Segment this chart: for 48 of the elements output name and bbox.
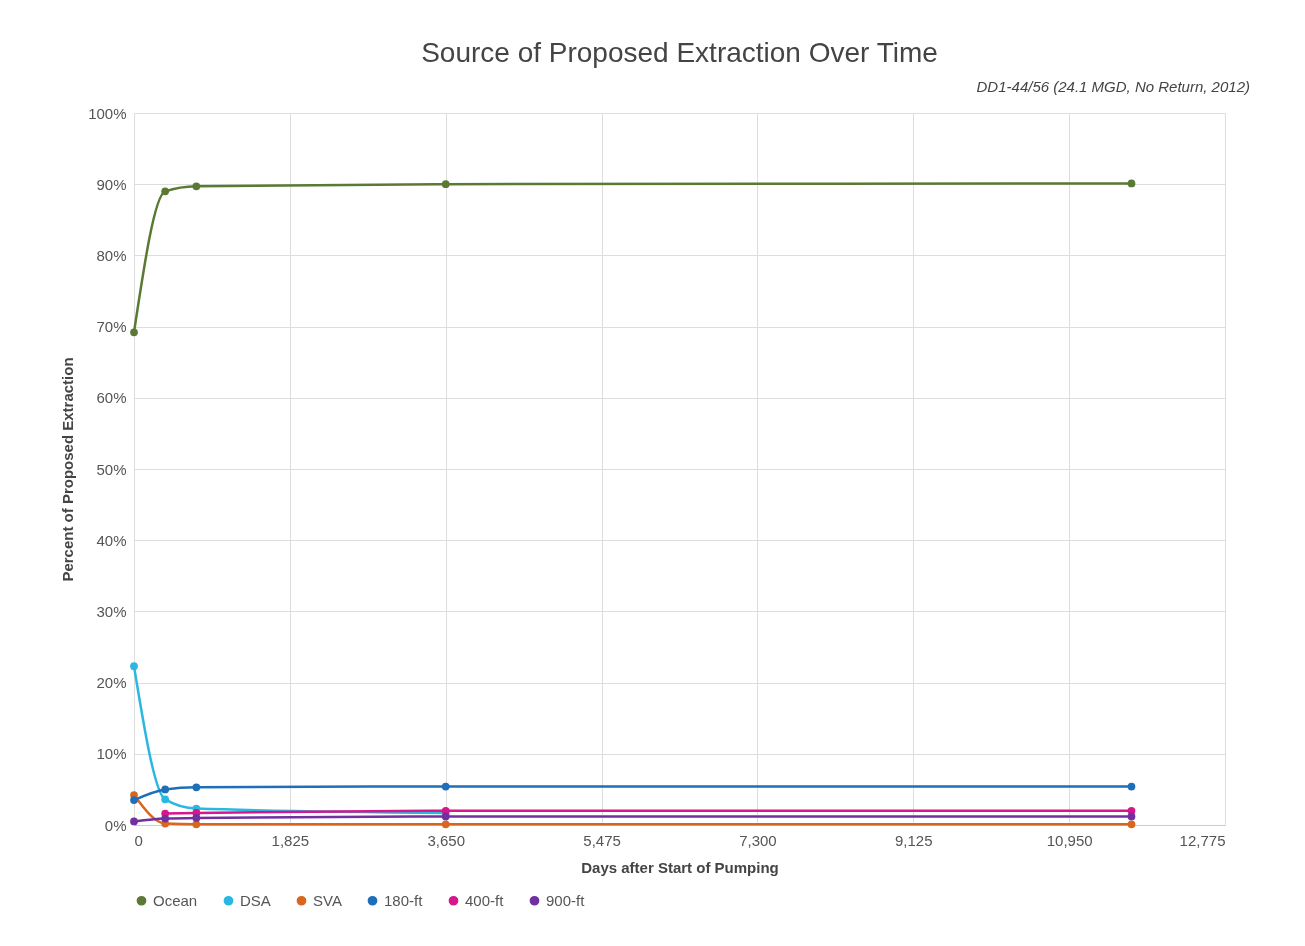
x-tick-label: 0 — [134, 831, 143, 849]
point — [1127, 782, 1136, 791]
point — [130, 796, 138, 804]
y-tick-label: 70% — [96, 318, 127, 336]
point — [161, 795, 170, 804]
legend-label: 180-ft — [384, 891, 424, 909]
point — [441, 820, 450, 829]
y-tick-label: 30% — [96, 602, 127, 620]
y-tick-label: 80% — [96, 246, 127, 264]
y-tick-label: 50% — [96, 460, 127, 478]
y-tick-label: 0% — [104, 816, 127, 834]
y-tick-label: 20% — [96, 674, 127, 692]
legend-label: DSA — [240, 891, 271, 909]
point — [192, 814, 201, 822]
point — [130, 328, 138, 337]
x-tick-label: 3,650 — [427, 831, 465, 849]
point — [1127, 179, 1136, 188]
chart-title: Source of Proposed Extraction Over Time — [421, 37, 938, 68]
legend-label: 400-ft — [465, 891, 505, 909]
point — [161, 187, 170, 196]
x-tick-label: 5,475 — [583, 831, 621, 849]
legend-label: SVA — [313, 891, 342, 909]
x-axis-title: Days after Start of Pumping — [581, 858, 779, 876]
point — [161, 814, 170, 823]
legend-label: 900-ft — [546, 891, 586, 909]
point — [192, 783, 201, 792]
x-tick-label: 1,825 — [271, 831, 310, 849]
point — [441, 812, 450, 821]
y-tick-label: 100% — [88, 104, 127, 122]
point — [441, 782, 450, 791]
y-tick-label: 40% — [96, 531, 127, 549]
y-tick-label: 10% — [96, 745, 127, 763]
x-tick-label: 12,775 — [1179, 831, 1226, 849]
y-tick-label: 90% — [96, 175, 127, 193]
point — [1127, 820, 1136, 829]
legend-label: Ocean — [153, 891, 198, 909]
point — [192, 182, 201, 191]
point — [130, 662, 138, 671]
y-axis-title: Percent of Proposed Extraction — [59, 357, 77, 582]
point — [130, 817, 138, 826]
x-tick-label: 7,300 — [739, 831, 777, 849]
point — [1127, 812, 1136, 821]
y-tick-label: 60% — [96, 389, 127, 407]
x-tick-label: 9,125 — [895, 831, 933, 849]
chart-subtitle: DD1-44/56 (24.1 MGD, No Return, 2012) — [976, 78, 1250, 95]
x-tick-label: 10,950 — [1046, 831, 1093, 849]
point — [161, 785, 170, 794]
point — [441, 180, 450, 189]
